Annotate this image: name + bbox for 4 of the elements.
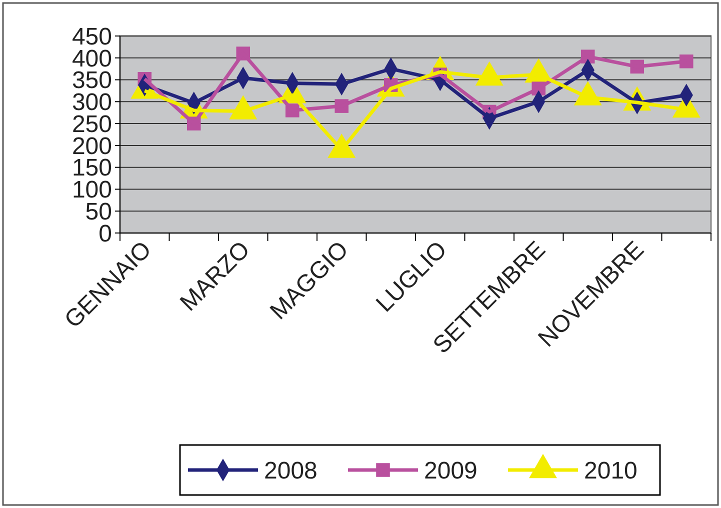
legend-label: 2008 — [264, 457, 318, 484]
point — [679, 54, 694, 68]
legend-label: 2010 — [584, 457, 638, 484]
legend-label: 2009 — [424, 457, 478, 484]
